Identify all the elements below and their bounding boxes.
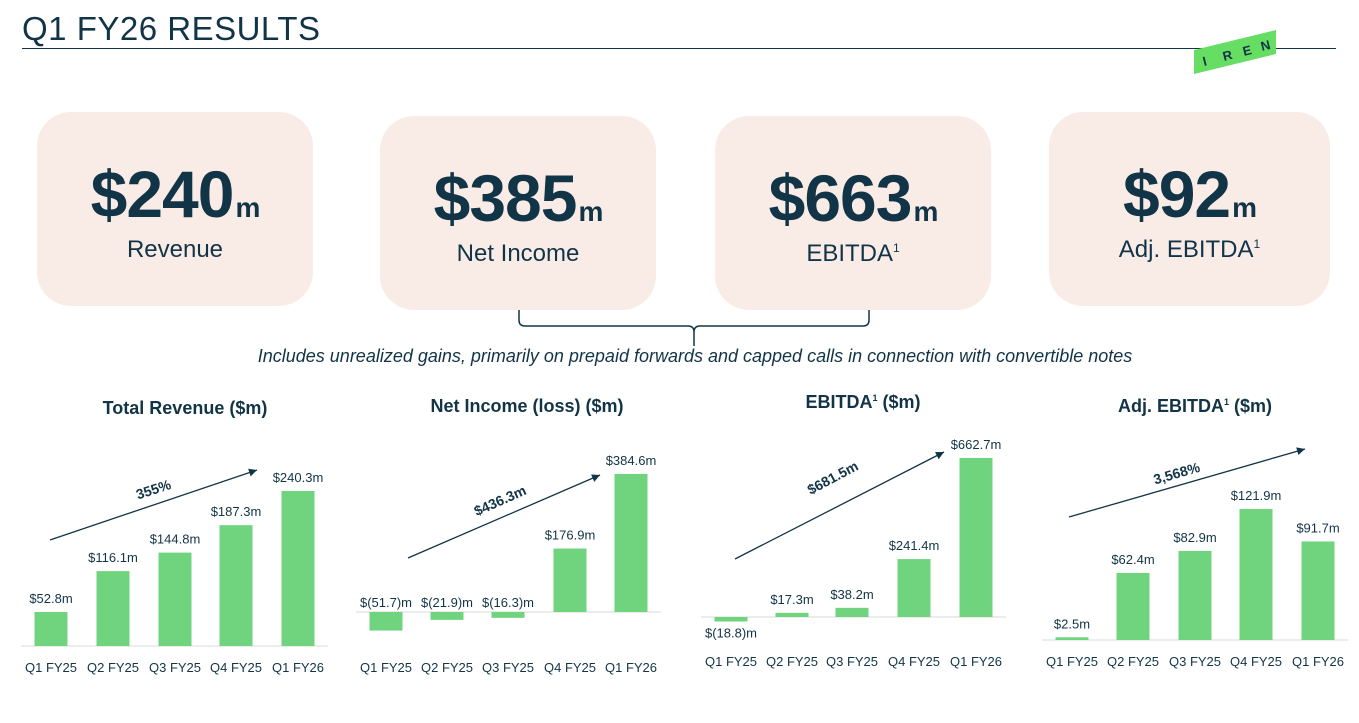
bar <box>614 474 648 612</box>
category-label: Q3 FY25 <box>826 654 878 669</box>
bar-value-label: $(16.3)m <box>482 595 534 610</box>
bar <box>1239 509 1273 640</box>
category-label: Q4 FY25 <box>1230 654 1282 669</box>
category-label: Q1 FY25 <box>705 654 757 669</box>
category-label: Q2 FY25 <box>766 654 818 669</box>
bar <box>96 571 130 646</box>
category-label: Q1 FY25 <box>360 660 412 675</box>
bar <box>369 612 403 631</box>
category-label: Q1 FY26 <box>1292 654 1344 669</box>
growth-arrow-head <box>591 474 600 482</box>
bar-value-label: $241.4m <box>889 538 940 553</box>
bar <box>835 607 869 617</box>
category-label: Q4 FY25 <box>544 660 596 675</box>
bar-value-label: $662.7m <box>951 437 1002 452</box>
category-label: Q1 FY26 <box>950 654 1002 669</box>
bar-value-label: $38.2m <box>830 587 873 602</box>
bar <box>897 559 931 617</box>
bar-value-label: $384.6m <box>606 453 657 468</box>
growth-arrow-line <box>1068 448 1306 518</box>
category-label: Q3 FY25 <box>482 660 534 675</box>
kpi-value: $92m <box>1122 157 1257 231</box>
page-title: Q1 FY26 RESULTS <box>22 10 321 47</box>
growth-arrow-head <box>248 468 257 477</box>
bar <box>1178 550 1212 640</box>
category-label: Q1 FY25 <box>1046 654 1098 669</box>
bar <box>553 548 587 612</box>
iren-logo: I R E N <box>1194 30 1276 74</box>
kpi-card-net-income: $385m Net Income <box>380 116 656 310</box>
bar <box>281 491 315 646</box>
logo-letter-r: R <box>1221 47 1234 64</box>
bar-value-label: $187.3m <box>211 504 262 519</box>
kpi-label: Revenue <box>126 236 224 263</box>
bar-value-label: $116.1m <box>88 550 138 565</box>
footnote-unrealized-gains: Includes unrealized gains, primarily on … <box>257 346 1133 366</box>
growth-arrow-head <box>1296 447 1305 456</box>
kpi-value: $663m <box>768 161 939 235</box>
bar <box>959 458 993 617</box>
bar-value-label: $176.9m <box>545 528 596 543</box>
chart-title-revenue: Total Revenue ($m) <box>102 398 268 418</box>
bar <box>775 612 809 617</box>
chart-title-ebitda: EBITDA1 ($m) <box>805 392 921 412</box>
title-divider <box>22 48 1336 49</box>
bar-value-label: $144.8m <box>150 532 201 547</box>
growth-arrow-line <box>49 469 258 541</box>
category-label: Q1 FY26 <box>272 660 324 675</box>
bar-value-label: $82.9m <box>1173 530 1216 545</box>
bar-value-label: $62.4m <box>1111 552 1154 567</box>
grouping-brace <box>518 310 870 346</box>
bar-value-label: $(21.9)m <box>421 595 473 610</box>
category-label: Q4 FY25 <box>888 654 940 669</box>
kpi-label: EBITDA1 <box>806 240 900 267</box>
bar-value-label: $121.9m <box>1231 488 1282 503</box>
logo-letter-n: N <box>1259 37 1272 54</box>
bar-value-label: $(51.7)m <box>360 595 412 610</box>
bar <box>714 617 748 622</box>
logo-letter-i: I <box>1201 53 1208 68</box>
bar <box>430 612 464 620</box>
bar-value-label: $17.3m <box>770 592 813 607</box>
growth-arrow-line <box>407 474 601 559</box>
bar <box>1301 541 1335 640</box>
chart-title-net-income: Net Income (loss) ($m) <box>430 396 624 416</box>
category-label: Q1 FY26 <box>605 660 657 675</box>
bar-value-label: $240.3m <box>273 470 324 485</box>
growth-label: 3,568% <box>1152 459 1203 488</box>
category-label: Q4 FY25 <box>210 660 262 675</box>
category-label: Q2 FY25 <box>1107 654 1159 669</box>
kpi-card-revenue: $240m Revenue <box>37 112 313 306</box>
bar-value-label: $91.7m <box>1296 520 1339 535</box>
chart-title-adj-ebitda: Adj. EBITDA1 ($m) <box>1117 396 1273 416</box>
kpi-card-adj-ebitda: $92m Adj. EBITDA1 <box>1049 112 1330 306</box>
bar <box>1055 637 1089 640</box>
bar-value-label: $(18.8)m <box>705 626 757 641</box>
kpi-value: $385m <box>433 161 604 235</box>
bar <box>158 552 192 646</box>
bar <box>219 525 253 646</box>
bar-value-label: $2.5m <box>1054 616 1090 631</box>
kpi-value: $240m <box>90 157 261 231</box>
kpi-label: Net Income <box>456 240 580 267</box>
bar <box>491 612 525 618</box>
category-label: Q1 FY25 <box>25 660 77 675</box>
bar <box>34 611 68 646</box>
bar-value-label: $52.8m <box>29 591 72 606</box>
category-label: Q2 FY25 <box>87 660 139 675</box>
logo-letter-e: E <box>1241 42 1253 59</box>
category-label: Q2 FY25 <box>421 660 473 675</box>
category-label: Q3 FY25 <box>149 660 201 675</box>
growth-arrow-line <box>734 451 945 560</box>
growth-arrow-head <box>935 452 944 460</box>
kpi-label: Adj. EBITDA1 <box>1118 236 1261 263</box>
bar <box>1116 572 1150 640</box>
kpi-card-ebitda: $663m EBITDA1 <box>715 116 991 310</box>
category-label: Q3 FY25 <box>1169 654 1221 669</box>
